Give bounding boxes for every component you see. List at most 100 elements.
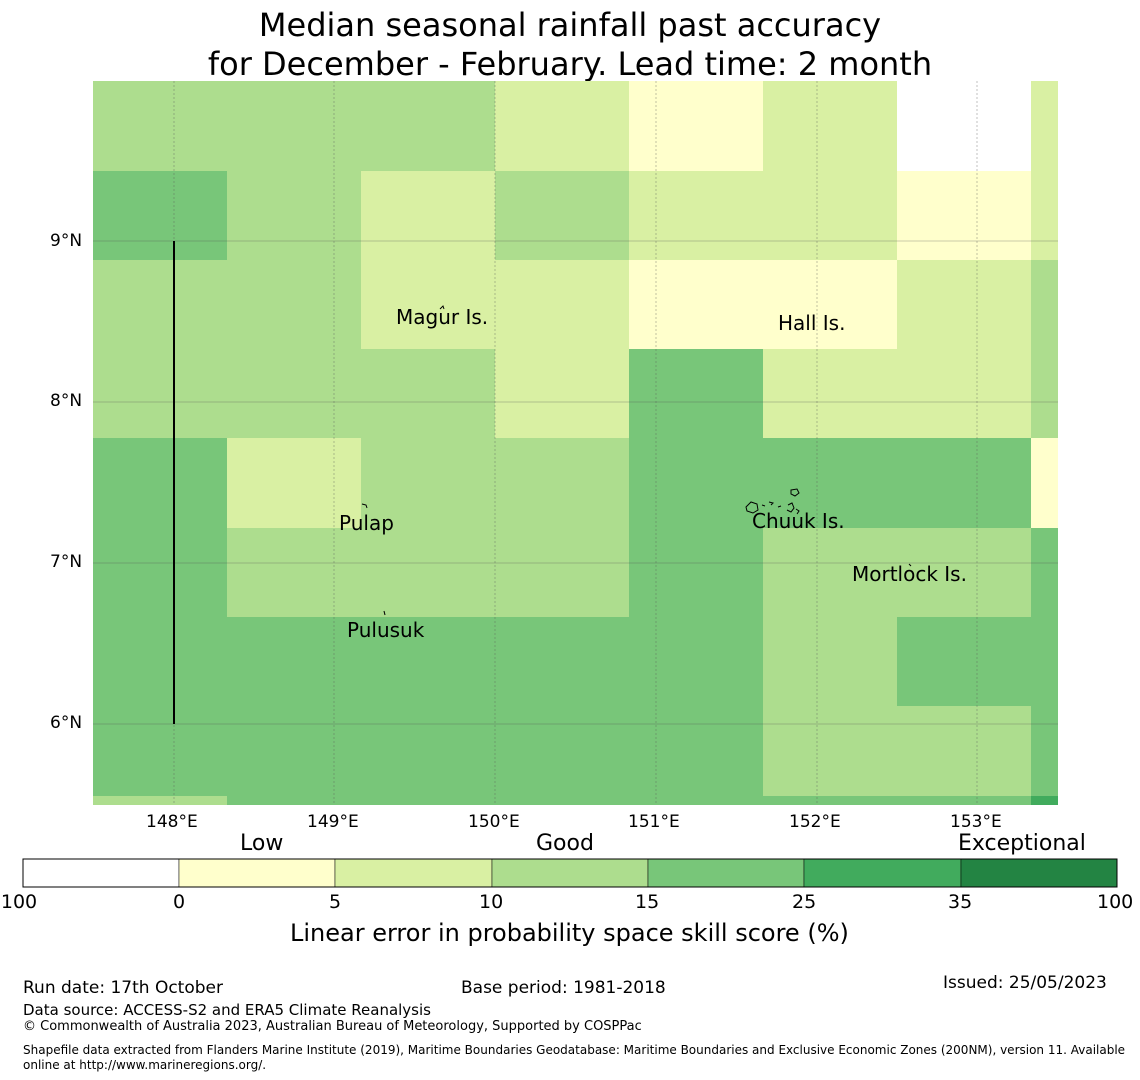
- skill-cell: [897, 81, 1031, 171]
- skill-cell: [629, 528, 763, 617]
- skill-cell: [1031, 81, 1058, 171]
- skill-cell: [1031, 260, 1058, 349]
- colorbar-outline: [22, 858, 1118, 888]
- skill-cell: [1031, 438, 1058, 528]
- skill-cell: [495, 438, 629, 528]
- skill-cell: [629, 81, 763, 171]
- skill-cell: [93, 81, 227, 171]
- category-label-exceptional: Exceptional: [958, 831, 1086, 856]
- skill-cell: [495, 706, 629, 796]
- skill-cell: [629, 796, 763, 805]
- lon-label-148: 148°E: [146, 812, 198, 832]
- island-outlines: [361, 305, 912, 616]
- cb-tick-35: 35: [948, 891, 973, 913]
- island-label-magur: Magur Is.: [396, 305, 489, 329]
- skill-cell: [93, 438, 227, 528]
- skill-cell: [763, 796, 1031, 805]
- skill-cell: [629, 706, 763, 796]
- magur-island-shape: [439, 305, 445, 310]
- skill-cell: [93, 528, 227, 617]
- shapefile-credit: Shapefile data extracted from Flanders M…: [23, 1043, 1126, 1072]
- skill-cell: [495, 528, 629, 617]
- run-date: Run date: 17th October: [23, 978, 223, 998]
- skill-cell: [361, 81, 495, 171]
- category-label-low: Low: [240, 831, 284, 856]
- skill-cell: [763, 349, 897, 438]
- lon-label-151: 151°E: [628, 812, 680, 832]
- skill-cell: [361, 528, 495, 617]
- colorbar-segment: [491, 858, 649, 888]
- skill-cell: [897, 438, 1031, 528]
- skill-cell: [361, 706, 495, 796]
- skill-cell: [763, 260, 897, 349]
- skill-cell: [897, 528, 1031, 617]
- skill-cell: [897, 260, 1031, 349]
- skill-cell: [227, 706, 361, 796]
- title-line-2: for December - February. Lead time: 2 mo…: [207, 45, 933, 83]
- issued-date: Issued: 25/05/2023: [943, 973, 1107, 993]
- cb-tick-25: 25: [792, 891, 817, 913]
- skill-cell: [763, 81, 897, 171]
- lat-label-8: 8°N: [50, 391, 83, 411]
- lat-label-6: 6°N: [50, 713, 83, 733]
- chuuk-island-shapes: [745, 488, 912, 567]
- graticule: [93, 81, 1058, 805]
- cb-tick-5: 5: [329, 891, 342, 913]
- skill-cell: [897, 171, 1031, 260]
- skill-cell: [629, 260, 763, 349]
- skill-cell: [1031, 171, 1058, 260]
- base-period: Base period: 1981-2018: [461, 978, 666, 998]
- skill-cell: [897, 349, 1031, 438]
- skill-cell: [495, 617, 629, 706]
- skill-cell: [1031, 706, 1058, 796]
- island-label-chuuk: Chuuk Is.: [752, 509, 845, 533]
- skill-cell: [361, 617, 495, 706]
- cb-tick-15: 15: [635, 891, 660, 913]
- skill-cell: [227, 349, 361, 438]
- skill-cell: [495, 796, 629, 805]
- skill-cell: [763, 171, 897, 260]
- title-line-1: Median seasonal rainfall past accuracy: [258, 6, 882, 44]
- lon-label-153: 153°E: [950, 812, 1002, 832]
- skill-cell: [495, 349, 629, 438]
- lat-label-7: 7°N: [50, 552, 83, 572]
- island-label-mortlock: Mortlock Is.: [852, 562, 967, 586]
- skill-cell: [361, 349, 495, 438]
- colorbar-segment: [803, 858, 962, 888]
- lon-label-149: 149°E: [307, 812, 359, 832]
- colorbar-label: Linear error in probability space skill …: [290, 919, 849, 947]
- cb-tick-10: 10: [479, 891, 504, 913]
- island-label-pulap: Pulap: [339, 511, 394, 535]
- cb-tick-100: 100: [1097, 891, 1134, 913]
- skill-cell: [227, 260, 361, 349]
- pulap-island-shape: [361, 503, 368, 509]
- copyright-notice: © Commonwealth of Australia 2023, Austra…: [23, 1019, 642, 1034]
- skill-cell: [1031, 349, 1058, 438]
- skill-cell: [495, 171, 629, 260]
- colorbar: [22, 858, 1118, 888]
- skill-cell: [763, 706, 1031, 796]
- skill-cell: [629, 438, 763, 528]
- skill-cell: [227, 171, 361, 260]
- skill-cell: [227, 81, 361, 171]
- skill-cell: [763, 438, 897, 528]
- chart-title: Median seasonal rainfall past accuracy f…: [0, 6, 1140, 84]
- skill-cell: [93, 706, 227, 796]
- skill-cell: [227, 796, 361, 805]
- skill-cell: [763, 528, 897, 617]
- skill-cell: [629, 617, 763, 706]
- lat-label-9: 9°N: [50, 231, 83, 251]
- colorbar-segment: [178, 858, 336, 888]
- skill-cell: [93, 349, 227, 438]
- cb-tick-0: 0: [173, 891, 186, 913]
- skill-cell: [361, 171, 495, 260]
- skill-cell: [629, 171, 763, 260]
- lon-label-152: 152°E: [789, 812, 841, 832]
- skill-cell: [361, 796, 495, 805]
- colorbar-segment: [22, 858, 180, 888]
- skill-cell: [93, 796, 227, 805]
- skill-grid: [93, 81, 1058, 805]
- category-label-good: Good: [536, 831, 594, 856]
- skill-cell: [1031, 528, 1058, 617]
